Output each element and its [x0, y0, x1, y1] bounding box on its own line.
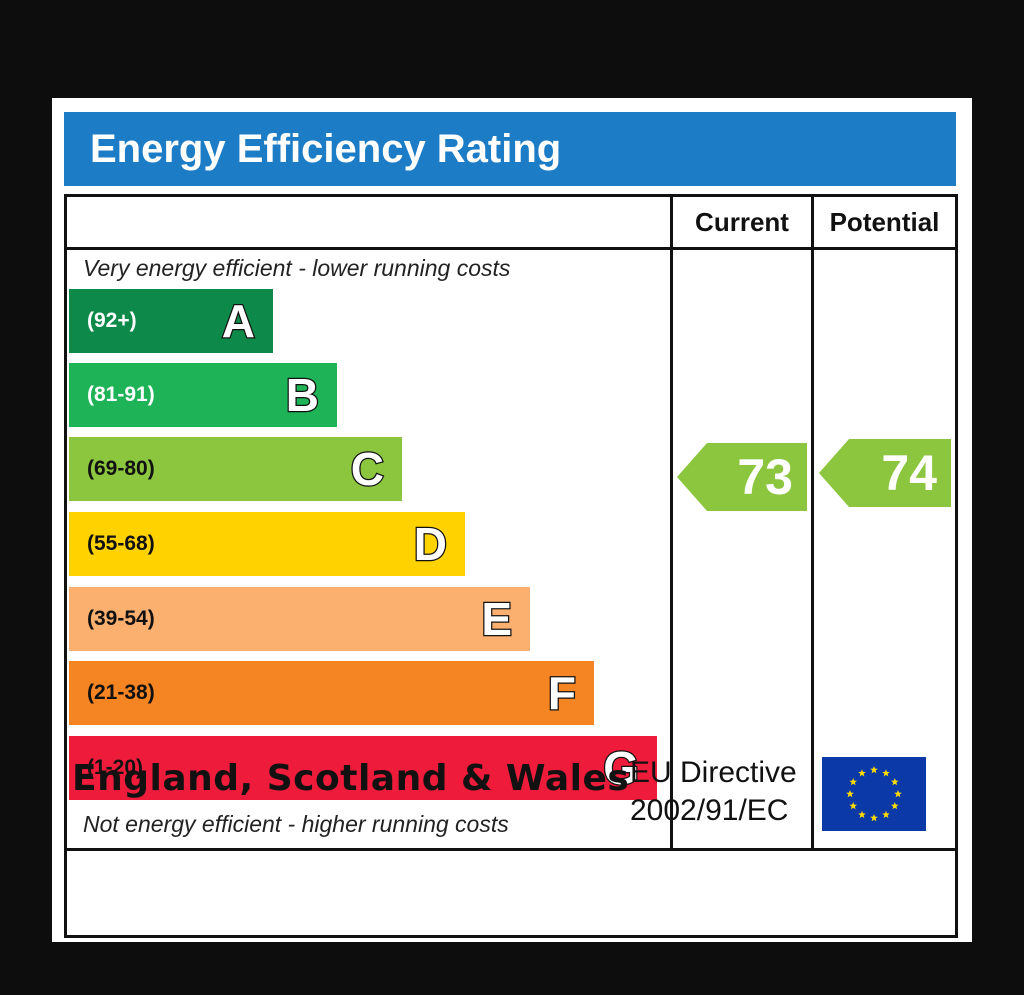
potential-column-divider [811, 197, 814, 849]
band-letter: G [602, 741, 640, 796]
bottom-note: Not energy efficient - higher running co… [83, 811, 509, 837]
flag-star-icon [890, 802, 899, 810]
footer-region-label: England, Scotland & Wales [72, 758, 630, 799]
band-letter: D [413, 517, 449, 572]
current-marker-arrow [677, 443, 807, 511]
band-b: (81-91) B [69, 363, 337, 427]
potential-rating-marker: 74 [819, 439, 951, 507]
flag-star-icon [882, 810, 890, 819]
band-range-label: (39-54) [87, 607, 155, 630]
eu-directive-line1: EU Directive [630, 756, 797, 789]
chart-title: Energy Efficiency Rating [90, 127, 562, 171]
current-column-header: Current [695, 207, 789, 237]
band-range-label: (1-20) [87, 756, 144, 779]
flag-star-icon [849, 778, 858, 786]
flag-star-icon [894, 790, 902, 798]
potential-column-header: Potential [829, 207, 940, 237]
band-range-label: (21-38) [87, 681, 155, 704]
flag-star-icon [858, 810, 866, 819]
flag-star-icon [890, 778, 899, 786]
band-letter: E [480, 592, 513, 647]
rating-frame: Current Potential Very energy efficient … [64, 194, 958, 938]
current-rating-value: 73 [737, 449, 793, 505]
band-f: (21-38) F [69, 661, 594, 725]
flag-star-icon [870, 814, 878, 822]
band-letter: A [221, 294, 257, 349]
band-d: (55-68) D [69, 512, 465, 576]
band-range-label: (81-91) [87, 383, 155, 406]
band-letter: B [285, 368, 321, 423]
current-rating-marker: 73 [677, 443, 807, 511]
band-e: (39-54) E [69, 587, 530, 651]
band-g: (1-20) G [69, 736, 657, 800]
band-range-label: (92+) [87, 309, 137, 332]
band-range-label: (69-80) [87, 457, 155, 480]
epc-card: Energy Efficiency Rating Current Potenti… [52, 98, 972, 942]
flag-star-icon [849, 802, 858, 810]
band-a: (92+) A [69, 289, 273, 353]
band-c: (69-80) C [69, 437, 402, 501]
flag-star-icon [882, 769, 890, 777]
potential-marker-arrow [819, 439, 951, 507]
band-letter: F [547, 666, 578, 721]
eu-flag-icon [822, 757, 926, 831]
title-bar: Energy Efficiency Rating [64, 112, 956, 186]
footer-divider [67, 848, 955, 851]
eu-directive-line2: 2002/91/EC [630, 794, 789, 827]
top-note: Very energy efficient - lower running co… [83, 255, 511, 281]
band-letter: C [350, 442, 386, 497]
header-divider [67, 247, 955, 250]
flag-star-icon [858, 769, 866, 777]
current-column-divider [670, 197, 673, 849]
flag-star-icon [870, 766, 878, 774]
flag-star-icon [846, 790, 854, 798]
eu-directive: EU Directive 2002/91/EC [630, 754, 797, 830]
potential-rating-value: 74 [881, 445, 937, 501]
band-range-label: (55-68) [87, 532, 155, 555]
